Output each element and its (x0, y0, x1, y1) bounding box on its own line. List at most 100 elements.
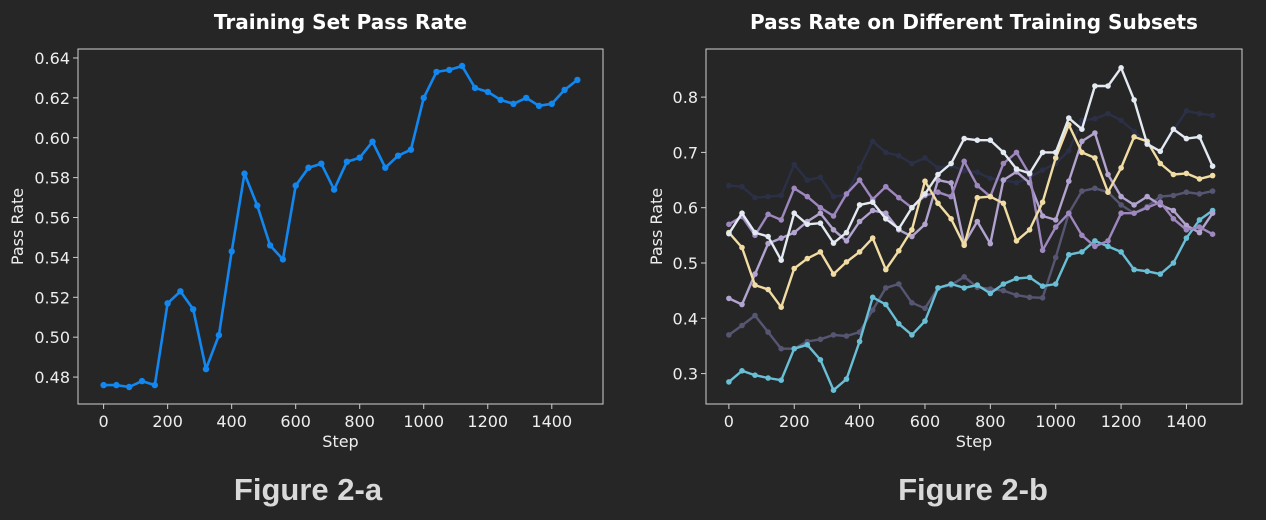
data-point (883, 216, 889, 222)
data-point (804, 255, 811, 262)
data-point (726, 221, 732, 228)
y-tick-label: 0.58 (34, 169, 70, 188)
data-point (1026, 274, 1033, 281)
data-point (922, 191, 928, 197)
y-axis-label: Pass Rate (647, 188, 666, 265)
data-point (948, 160, 954, 167)
data-point (948, 216, 954, 222)
data-point (1013, 275, 1020, 282)
data-point (113, 381, 120, 389)
data-point (1013, 292, 1020, 298)
x-tick-label: 600 (910, 412, 941, 431)
series-5 (726, 149, 1216, 254)
data-point (1079, 249, 1085, 255)
data-point (961, 274, 967, 280)
data-point (817, 210, 824, 216)
y-tick-label: 0.48 (34, 368, 70, 387)
data-point (843, 259, 850, 265)
data-point (561, 86, 568, 94)
data-point (177, 288, 184, 295)
data-point (1118, 210, 1124, 216)
data-point (138, 377, 146, 385)
data-point (752, 271, 758, 277)
data-point (1209, 172, 1216, 179)
data-point (1196, 176, 1203, 182)
x-tick-label: 800 (344, 412, 375, 431)
data-point (1209, 210, 1216, 216)
data-point (1105, 171, 1111, 178)
x-tick-label: 200 (152, 412, 183, 431)
data-point (1209, 163, 1216, 169)
data-point (420, 94, 427, 102)
data-point (739, 183, 745, 190)
data-point (1144, 268, 1150, 275)
data-point (922, 318, 928, 324)
data-point (1144, 141, 1150, 147)
data-point (909, 332, 915, 338)
data-point (961, 135, 967, 142)
data-point (804, 177, 811, 183)
data-point (896, 321, 902, 327)
data-point (1196, 224, 1203, 230)
data-point (922, 155, 928, 161)
data-point (765, 193, 771, 200)
y-tick-label: 0.3 (673, 365, 698, 384)
data-point (791, 229, 797, 236)
data-point (1092, 130, 1098, 136)
data-point (883, 183, 889, 190)
data-point (922, 305, 928, 312)
data-point (1105, 110, 1111, 117)
data-point (974, 218, 981, 225)
data-point (1196, 110, 1203, 117)
data-point (356, 154, 363, 161)
data-point (961, 285, 967, 291)
data-point (726, 332, 732, 338)
data-point (1183, 108, 1190, 114)
data-point (830, 227, 837, 233)
data-point (1157, 199, 1164, 205)
data-point (1026, 227, 1033, 233)
chart-training-set-pass-rate: Training Set Pass Rate 0 200 400 600 800 1000 1… (8, 10, 604, 451)
data-point (935, 171, 941, 178)
y-tick-label: 0.60 (34, 129, 70, 148)
y-axis-label: Pass Rate (8, 188, 27, 265)
data-point (791, 345, 797, 352)
data-point (856, 165, 863, 171)
data-point (856, 218, 863, 225)
data-point (1000, 200, 1007, 207)
data-point (1026, 170, 1033, 177)
series-1 (100, 62, 581, 391)
chart-title: Training Set Pass Rate (214, 10, 467, 34)
data-point (1170, 216, 1177, 222)
data-point (817, 249, 824, 255)
data-point (1039, 213, 1046, 219)
plot-frame (77, 48, 604, 405)
data-point (1079, 188, 1085, 194)
data-point (935, 200, 941, 207)
data-point (909, 233, 915, 240)
data-point (909, 227, 915, 233)
y-tick-label: 0.7 (673, 143, 698, 162)
data-point (817, 174, 824, 181)
data-point (1079, 149, 1085, 156)
data-point (497, 96, 504, 104)
data-point (202, 365, 210, 373)
series-line (727, 123, 1214, 309)
data-point (778, 257, 784, 264)
data-point (856, 338, 863, 345)
data-point (215, 332, 223, 339)
data-point (896, 152, 902, 159)
y-tick-label: 0.62 (34, 89, 70, 108)
series-7 (726, 65, 1216, 264)
series-3 (726, 207, 1216, 394)
data-point (1118, 249, 1124, 255)
data-point (484, 88, 491, 96)
data-point (407, 146, 415, 153)
data-point (1039, 199, 1046, 205)
data-point (974, 182, 981, 189)
data-point (1052, 155, 1059, 161)
data-point (765, 233, 771, 240)
data-point (394, 152, 402, 159)
data-point (1052, 149, 1059, 156)
data-point (1209, 231, 1216, 237)
